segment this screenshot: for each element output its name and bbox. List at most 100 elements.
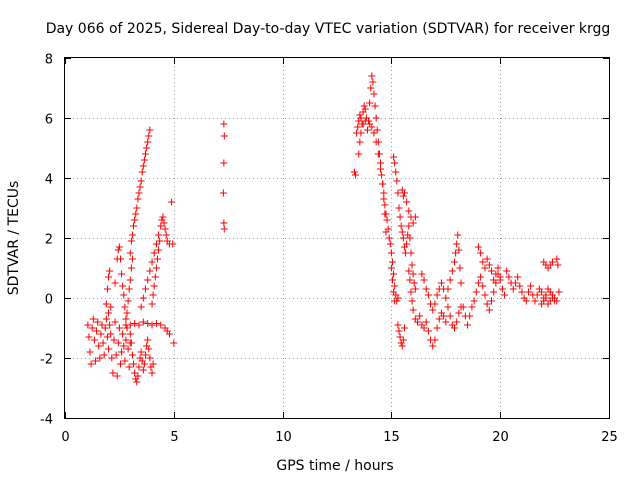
data-point [169, 240, 177, 248]
data-point [396, 333, 404, 341]
data-point [127, 264, 135, 272]
data-point [435, 315, 443, 323]
data-point [219, 189, 227, 197]
data-point [370, 90, 378, 98]
y-tick-label: -4 [40, 413, 53, 428]
data-point [509, 285, 517, 293]
data-point [454, 231, 462, 239]
data-point [440, 312, 448, 320]
data-point [453, 240, 461, 248]
data-point [131, 216, 139, 224]
data-point [126, 330, 134, 338]
x-tick-label: 0 [61, 430, 69, 445]
data-point [368, 72, 376, 80]
data-point [135, 189, 143, 197]
data-point [477, 273, 485, 281]
data-point [127, 339, 135, 347]
data-point [424, 327, 432, 335]
data-point [410, 279, 418, 287]
data-point [146, 126, 154, 134]
data-point [144, 320, 152, 327]
data-point [361, 117, 369, 125]
data-point [466, 312, 474, 320]
data-point [156, 237, 164, 245]
data-point [220, 132, 228, 140]
data-point [398, 228, 406, 236]
data-point [139, 294, 147, 302]
data-point [405, 267, 413, 275]
data-point [369, 78, 377, 86]
data-point [220, 225, 228, 233]
data-point [144, 138, 152, 146]
data-point [220, 219, 228, 227]
data-point [134, 372, 142, 380]
data-point [135, 363, 143, 371]
data-point [481, 291, 489, 299]
data-point [97, 330, 105, 338]
data-point [498, 285, 506, 293]
data-point [411, 213, 419, 221]
data-point [433, 291, 441, 299]
data-point [170, 339, 178, 347]
data-point [357, 129, 365, 137]
data-point [479, 258, 487, 266]
data-point [474, 279, 482, 287]
data-point [91, 357, 99, 365]
data-point [474, 243, 482, 251]
data-point [148, 321, 156, 329]
data-point [429, 342, 437, 350]
data-point [516, 282, 524, 290]
data-point [437, 279, 445, 287]
data-point [165, 330, 173, 338]
data-point [135, 321, 143, 329]
data-point [115, 324, 123, 332]
data-point [371, 102, 379, 110]
data-point [399, 336, 407, 344]
data-point [386, 240, 394, 248]
data-point [139, 318, 147, 326]
data-point [377, 159, 385, 167]
data-point [524, 288, 532, 296]
data-point [406, 234, 414, 242]
data-point [155, 246, 163, 254]
data-point [470, 297, 478, 305]
data-point [446, 276, 454, 284]
data-point [139, 366, 147, 374]
data-point [442, 294, 450, 302]
data-point [485, 261, 493, 269]
y-tick-label: 4 [45, 173, 53, 188]
data-point [409, 270, 417, 278]
data-point [501, 291, 509, 299]
data-point [133, 378, 141, 386]
data-point [403, 240, 411, 248]
data-point [503, 267, 511, 275]
data-point [133, 204, 141, 212]
data-point [128, 231, 136, 239]
data-point [533, 291, 541, 299]
data-point [395, 327, 403, 335]
data-point [151, 273, 159, 281]
data-point [99, 339, 107, 347]
data-point [422, 285, 430, 293]
data-point [392, 168, 400, 176]
data-point [448, 267, 456, 275]
y-axis-title: SDTVAR / TECUs [6, 181, 22, 296]
data-point [100, 351, 108, 359]
data-point [109, 369, 117, 377]
data-point [485, 306, 493, 314]
data-point [137, 348, 145, 356]
data-point [481, 264, 489, 272]
data-point [105, 345, 113, 353]
data-point [483, 255, 491, 263]
data-point [145, 132, 153, 140]
data-point [451, 324, 459, 332]
data-point [414, 318, 422, 326]
data-point [126, 276, 134, 284]
data-point [120, 342, 128, 350]
plot-frame [64, 57, 610, 419]
data-point [161, 225, 169, 233]
data-point [351, 171, 359, 179]
data-point [127, 237, 135, 245]
data-point [391, 282, 399, 290]
data-points [84, 72, 563, 386]
